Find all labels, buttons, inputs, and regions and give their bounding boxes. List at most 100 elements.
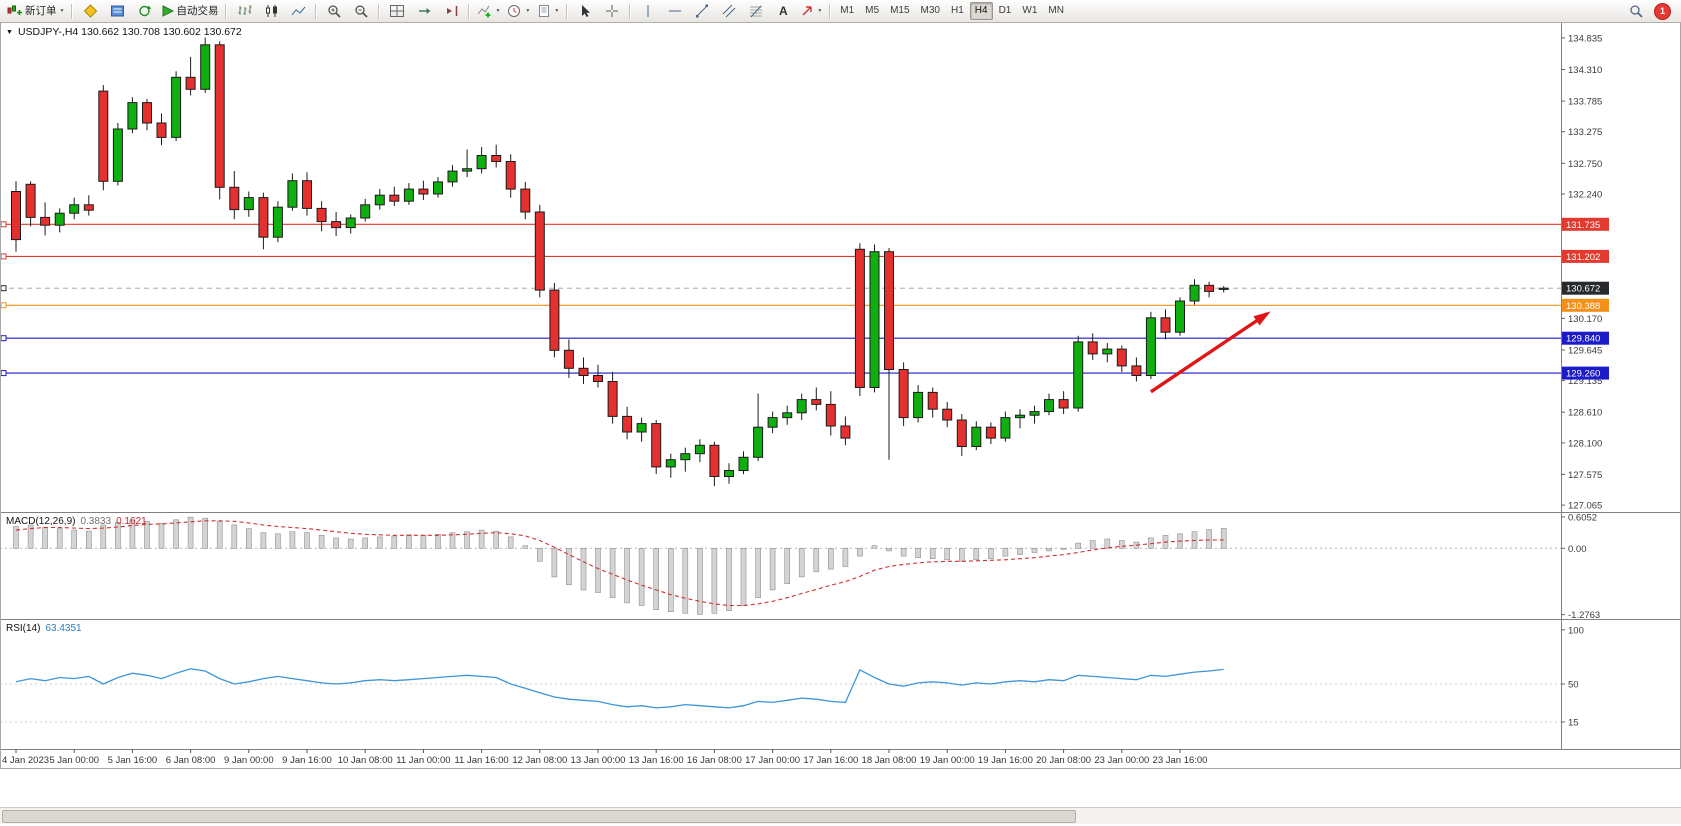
line-anchor-handle[interactable] bbox=[0, 221, 7, 228]
timeframe-d1-button[interactable]: D1 bbox=[998, 5, 1012, 16]
candlestick-chart-icon bbox=[265, 5, 277, 17]
toolbar-separator bbox=[566, 3, 569, 19]
svg-text:130.672: 130.672 bbox=[1566, 284, 1600, 295]
price-label-support-line-2: 129.260 bbox=[1562, 366, 1609, 380]
zoom-out-button[interactable] bbox=[348, 1, 374, 21]
svg-text:131.202: 131.202 bbox=[1566, 252, 1600, 263]
autotrading-button[interactable]: 自动交易 bbox=[158, 1, 221, 21]
market-watch-icon bbox=[83, 4, 98, 18]
refresh-button[interactable] bbox=[131, 1, 157, 21]
new-order-icon bbox=[7, 5, 22, 15]
svg-text:A: A bbox=[779, 4, 788, 18]
price-label-pivot-line: 130.388 bbox=[1562, 298, 1609, 312]
svg-text:5 Jan 00:00: 5 Jan 00:00 bbox=[49, 755, 99, 766]
line-anchor-handle[interactable] bbox=[0, 370, 7, 377]
new-order-button[interactable]: 新订单 ▼ bbox=[4, 1, 67, 21]
price-label-support-line-1: 129.840 bbox=[1562, 331, 1609, 345]
refresh-icon bbox=[139, 5, 152, 17]
price-label-bid-price-line: 130.672 bbox=[1562, 281, 1609, 295]
channel-tool-button[interactable] bbox=[716, 1, 742, 21]
timeframe-m1-button[interactable]: M1 bbox=[840, 5, 855, 16]
trend-arrow-annotation[interactable] bbox=[1149, 311, 1271, 394]
tile-windows-button[interactable] bbox=[384, 1, 410, 21]
zoom-in-button[interactable] bbox=[321, 1, 347, 21]
chart-shift-button[interactable] bbox=[438, 1, 464, 21]
svg-text:20 Jan 08:00: 20 Jan 08:00 bbox=[1036, 755, 1091, 766]
toolbar-separator bbox=[829, 3, 832, 19]
horizontal-lines-layer[interactable] bbox=[0, 221, 1561, 377]
macd-main-value: 0.3833 bbox=[80, 516, 112, 527]
tile-windows-icon bbox=[390, 5, 405, 17]
price-axis[interactable]: 134.835 134.310 133.785 133.275 132.750 132.2… bbox=[1561, 33, 1602, 729]
toolbar-separator bbox=[225, 3, 228, 19]
trendline-icon bbox=[696, 4, 709, 18]
fibonacci-tool-button[interactable] bbox=[743, 1, 769, 21]
svg-text:127.575: 127.575 bbox=[1568, 470, 1602, 481]
toolbar-separator bbox=[71, 3, 74, 19]
timeframe-w1-button[interactable]: W1 bbox=[1022, 5, 1038, 16]
chart-canvas[interactable]: 134.835 134.310 133.785 133.275 132.750 132.2… bbox=[0, 22, 1681, 812]
cursor-button[interactable] bbox=[572, 1, 598, 21]
vertical-line-icon bbox=[647, 5, 649, 17]
line-anchor-handle[interactable] bbox=[0, 285, 7, 292]
indicators-button[interactable]: ▼ bbox=[474, 1, 503, 21]
horizontal-line-tool-button[interactable] bbox=[662, 1, 688, 21]
svg-text:134.835: 134.835 bbox=[1568, 33, 1602, 44]
search-icon bbox=[1629, 5, 1643, 18]
svg-text:132.750: 132.750 bbox=[1568, 159, 1602, 170]
time-axis[interactable]: 4 Jan 2023 5 Jan 00:00 5 Jan 16:00 6 Jan 08… bbox=[2, 749, 1207, 766]
line-anchor-handle[interactable] bbox=[0, 253, 7, 260]
crosshair-button[interactable] bbox=[599, 1, 625, 21]
chevron-down-icon: ▼ bbox=[495, 8, 501, 14]
navigator-button[interactable] bbox=[104, 1, 130, 21]
auto-scroll-button[interactable] bbox=[411, 1, 437, 21]
market-watch-button[interactable] bbox=[77, 1, 103, 21]
rsi-name: RSI(14) bbox=[6, 623, 41, 634]
line-anchor-handle[interactable] bbox=[0, 335, 7, 342]
periods-button[interactable]: ▼ bbox=[504, 1, 533, 21]
trendline-tool-button[interactable] bbox=[689, 1, 715, 21]
svg-text:129.260: 129.260 bbox=[1566, 369, 1600, 380]
svg-text:6 Jan 08:00: 6 Jan 08:00 bbox=[166, 755, 216, 766]
bar-chart-button[interactable] bbox=[231, 1, 257, 21]
timeframe-m30-button[interactable]: M30 bbox=[920, 5, 940, 16]
text-tool-button[interactable]: A bbox=[770, 1, 796, 21]
arrow-tool-icon bbox=[802, 6, 813, 16]
svg-text:-1.2763: -1.2763 bbox=[1568, 610, 1600, 621]
svg-text:129.645: 129.645 bbox=[1568, 346, 1602, 357]
templates-button[interactable]: ▼ bbox=[534, 1, 562, 21]
timeframe-m5-button[interactable]: M5 bbox=[865, 5, 880, 16]
svg-text:129.135: 129.135 bbox=[1568, 376, 1602, 387]
notification-badge[interactable]: 1 bbox=[1654, 2, 1671, 20]
arrow-tools-button[interactable]: ▼ bbox=[797, 1, 825, 21]
macd-panel bbox=[0, 516, 1561, 615]
navigator-icon bbox=[110, 5, 124, 17]
scrollbar-thumb[interactable] bbox=[2, 810, 1076, 823]
timeframe-h4-button[interactable]: H4 bbox=[969, 2, 993, 20]
candlesticks-layer bbox=[11, 37, 1229, 487]
vertical-line-tool-button[interactable] bbox=[635, 1, 661, 21]
line-anchor-handle[interactable] bbox=[0, 302, 7, 309]
collapse-chart-icon[interactable]: ▼ bbox=[6, 28, 13, 36]
chevron-down-icon: ▼ bbox=[554, 8, 560, 14]
chevron-down-icon: ▼ bbox=[525, 8, 531, 14]
cursor-icon bbox=[582, 5, 591, 17]
svg-text:132.240: 132.240 bbox=[1568, 190, 1602, 201]
svg-text:129.840: 129.840 bbox=[1566, 334, 1600, 345]
horizontal-scrollbar[interactable] bbox=[0, 807, 1681, 824]
price-label-resistance-line-1: 131.735 bbox=[1562, 217, 1609, 231]
svg-text:13 Jan 16:00: 13 Jan 16:00 bbox=[629, 755, 684, 766]
chevron-down-icon: ▼ bbox=[817, 8, 823, 14]
line-chart-icon bbox=[291, 6, 306, 16]
search-button[interactable] bbox=[1623, 1, 1649, 21]
svg-text:134.310: 134.310 bbox=[1568, 65, 1602, 76]
svg-text:23 Jan 16:00: 23 Jan 16:00 bbox=[1153, 755, 1208, 766]
timeframe-m15-button[interactable]: M15 bbox=[890, 5, 910, 16]
auto-scroll-icon bbox=[418, 8, 431, 14]
indicators-icon bbox=[478, 5, 491, 18]
autotrading-play-icon bbox=[162, 5, 175, 17]
timeframe-h1-button[interactable]: H1 bbox=[950, 5, 964, 16]
line-chart-button[interactable] bbox=[285, 1, 311, 21]
timeframe-mn-button[interactable]: MN bbox=[1048, 5, 1064, 16]
candlestick-chart-button[interactable] bbox=[258, 1, 284, 21]
